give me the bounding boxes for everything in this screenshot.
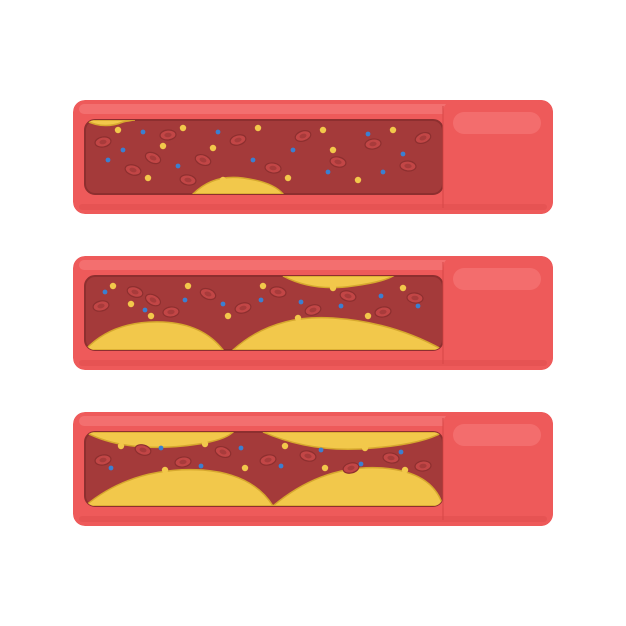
artery-stage-severe xyxy=(73,412,553,526)
artery-svg-severe xyxy=(73,412,553,526)
artery-stage-mild xyxy=(73,100,553,214)
artery-svg-mild xyxy=(73,100,553,214)
artery-svg-moderate xyxy=(73,256,553,370)
artery-stage-moderate xyxy=(73,256,553,370)
